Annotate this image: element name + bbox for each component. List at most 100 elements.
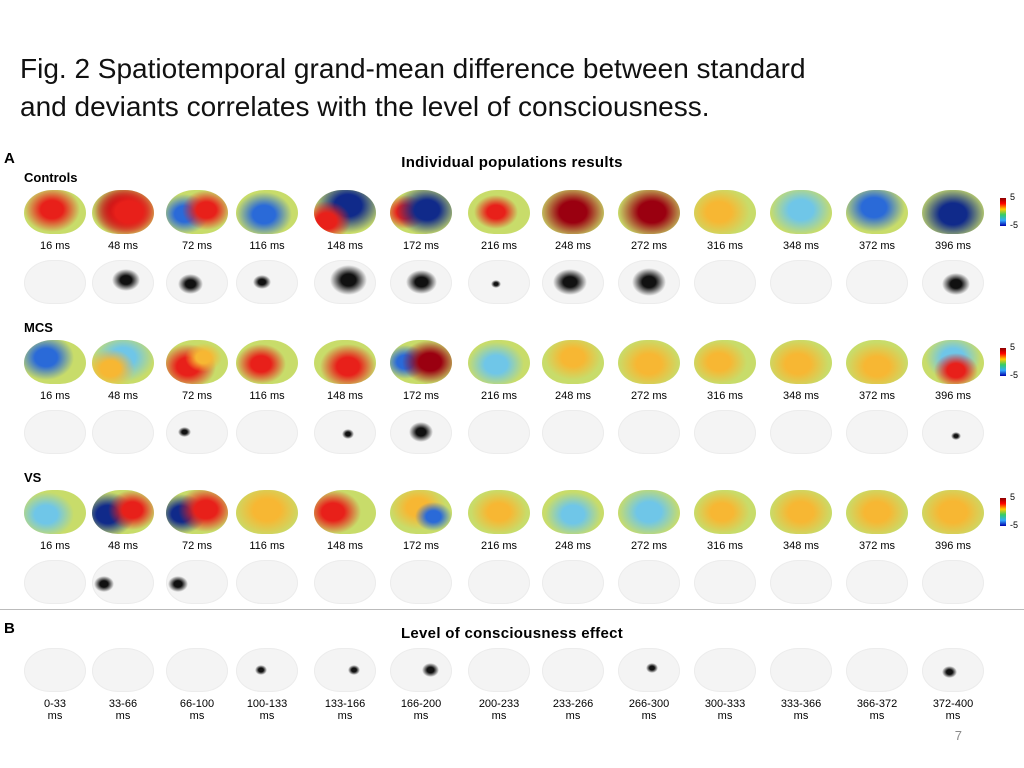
topo-map [618,490,680,534]
significance-map [618,560,680,604]
topo-activation [474,194,518,230]
significance-cluster [254,665,267,675]
significance-map [694,560,756,604]
range-label-unit: ms [413,710,429,722]
significance-cluster [553,268,587,296]
topo-map [846,340,908,384]
significance-cluster [348,665,361,675]
topo-activation [694,490,750,534]
topo-map [314,190,376,234]
topo-activation [934,353,978,384]
significance-map [314,260,376,304]
topo-map [922,490,984,534]
topo-activation [922,490,984,534]
topo-map [166,340,228,384]
topo-activation [24,190,80,233]
range-label-unit: ms [189,710,205,722]
panel-a-heading: Individual populations results [401,154,623,171]
topo-map [694,340,756,384]
effect-map [922,648,984,692]
topo-activation [545,340,601,380]
topo-map [468,190,530,234]
topo-activation [95,190,154,234]
topo-activation [107,490,154,530]
significance-cluster [942,273,970,296]
range-label: 233-266 ms [537,698,609,722]
topo-map [542,340,604,384]
colorbar-min-label: -5 [1010,220,1019,230]
significance-map [846,410,908,454]
time-label: 48 ms [108,390,138,402]
time-label: 116 ms [249,240,285,252]
range-label-value: 200-233 [478,698,520,710]
range-label-unit: ms [641,710,657,722]
topo-activation [618,490,680,534]
topo-activation [694,190,750,234]
significance-map [24,560,86,604]
significance-cluster [94,576,115,593]
significance-map [236,560,298,604]
range-label: 133-166 ms [309,698,381,722]
topo-activation [542,190,604,234]
significance-map [770,410,832,454]
colorbar-max-label: 5 [1010,342,1016,352]
effect-map [390,648,452,692]
range-label-unit: ms [869,710,885,722]
range-label-unit: ms [793,710,809,722]
significance-map [166,260,228,304]
time-label: 72 ms [182,390,212,402]
topo-map [922,340,984,384]
time-label: 248 ms [554,540,592,552]
topo-activation [618,340,680,384]
slide-title-line-2: and deviants correlates with the level o… [20,91,710,122]
significance-map [92,560,154,604]
significance-map [694,260,756,304]
range-label: 66-100 ms [161,698,233,722]
topo-map [236,340,298,384]
topo-map [770,490,832,534]
significance-map [922,260,984,304]
range-label: 372-400 ms [917,698,989,722]
range-label-value: 33-66 [108,698,138,710]
topo-activation [236,490,298,534]
significance-map [618,260,680,304]
colorbar [1000,198,1006,226]
topo-map [618,340,680,384]
time-label: 172 ms [402,390,440,402]
topo-activation [184,342,222,373]
page-number: 7 [954,728,962,743]
time-label: 216 ms [480,540,518,552]
significance-map [922,560,984,604]
significance-map [92,260,154,304]
group-label: VS [24,470,42,485]
significance-map [390,560,452,604]
range-label: 0-33 ms [19,698,91,722]
range-label-value: 0-33 [43,698,67,710]
range-label-value: 233-266 [552,698,594,710]
range-label-unit: ms [47,710,63,722]
topo-activation [181,190,228,230]
significance-cluster [112,268,140,291]
significance-map [468,560,530,604]
time-label: 248 ms [554,240,592,252]
topo-activation [846,190,905,233]
topo-activation [414,501,452,532]
significance-cluster [253,275,271,289]
panel-b-letter: B [4,620,15,637]
time-label: 372 ms [858,390,896,402]
range-label: 33-66 ms [87,698,159,722]
range-label-value: 133-166 [324,698,366,710]
significance-cluster [329,264,367,295]
effect-map [314,648,376,692]
topo-map [92,190,154,234]
panel-divider [0,609,1024,610]
significance-map [166,410,228,454]
significance-cluster [631,268,667,296]
time-label: 396 ms [934,540,972,552]
effect-map [92,648,154,692]
significance-map [770,260,832,304]
effect-map [542,648,604,692]
significance-map [236,260,298,304]
effect-map [468,648,530,692]
topo-map [166,190,228,234]
